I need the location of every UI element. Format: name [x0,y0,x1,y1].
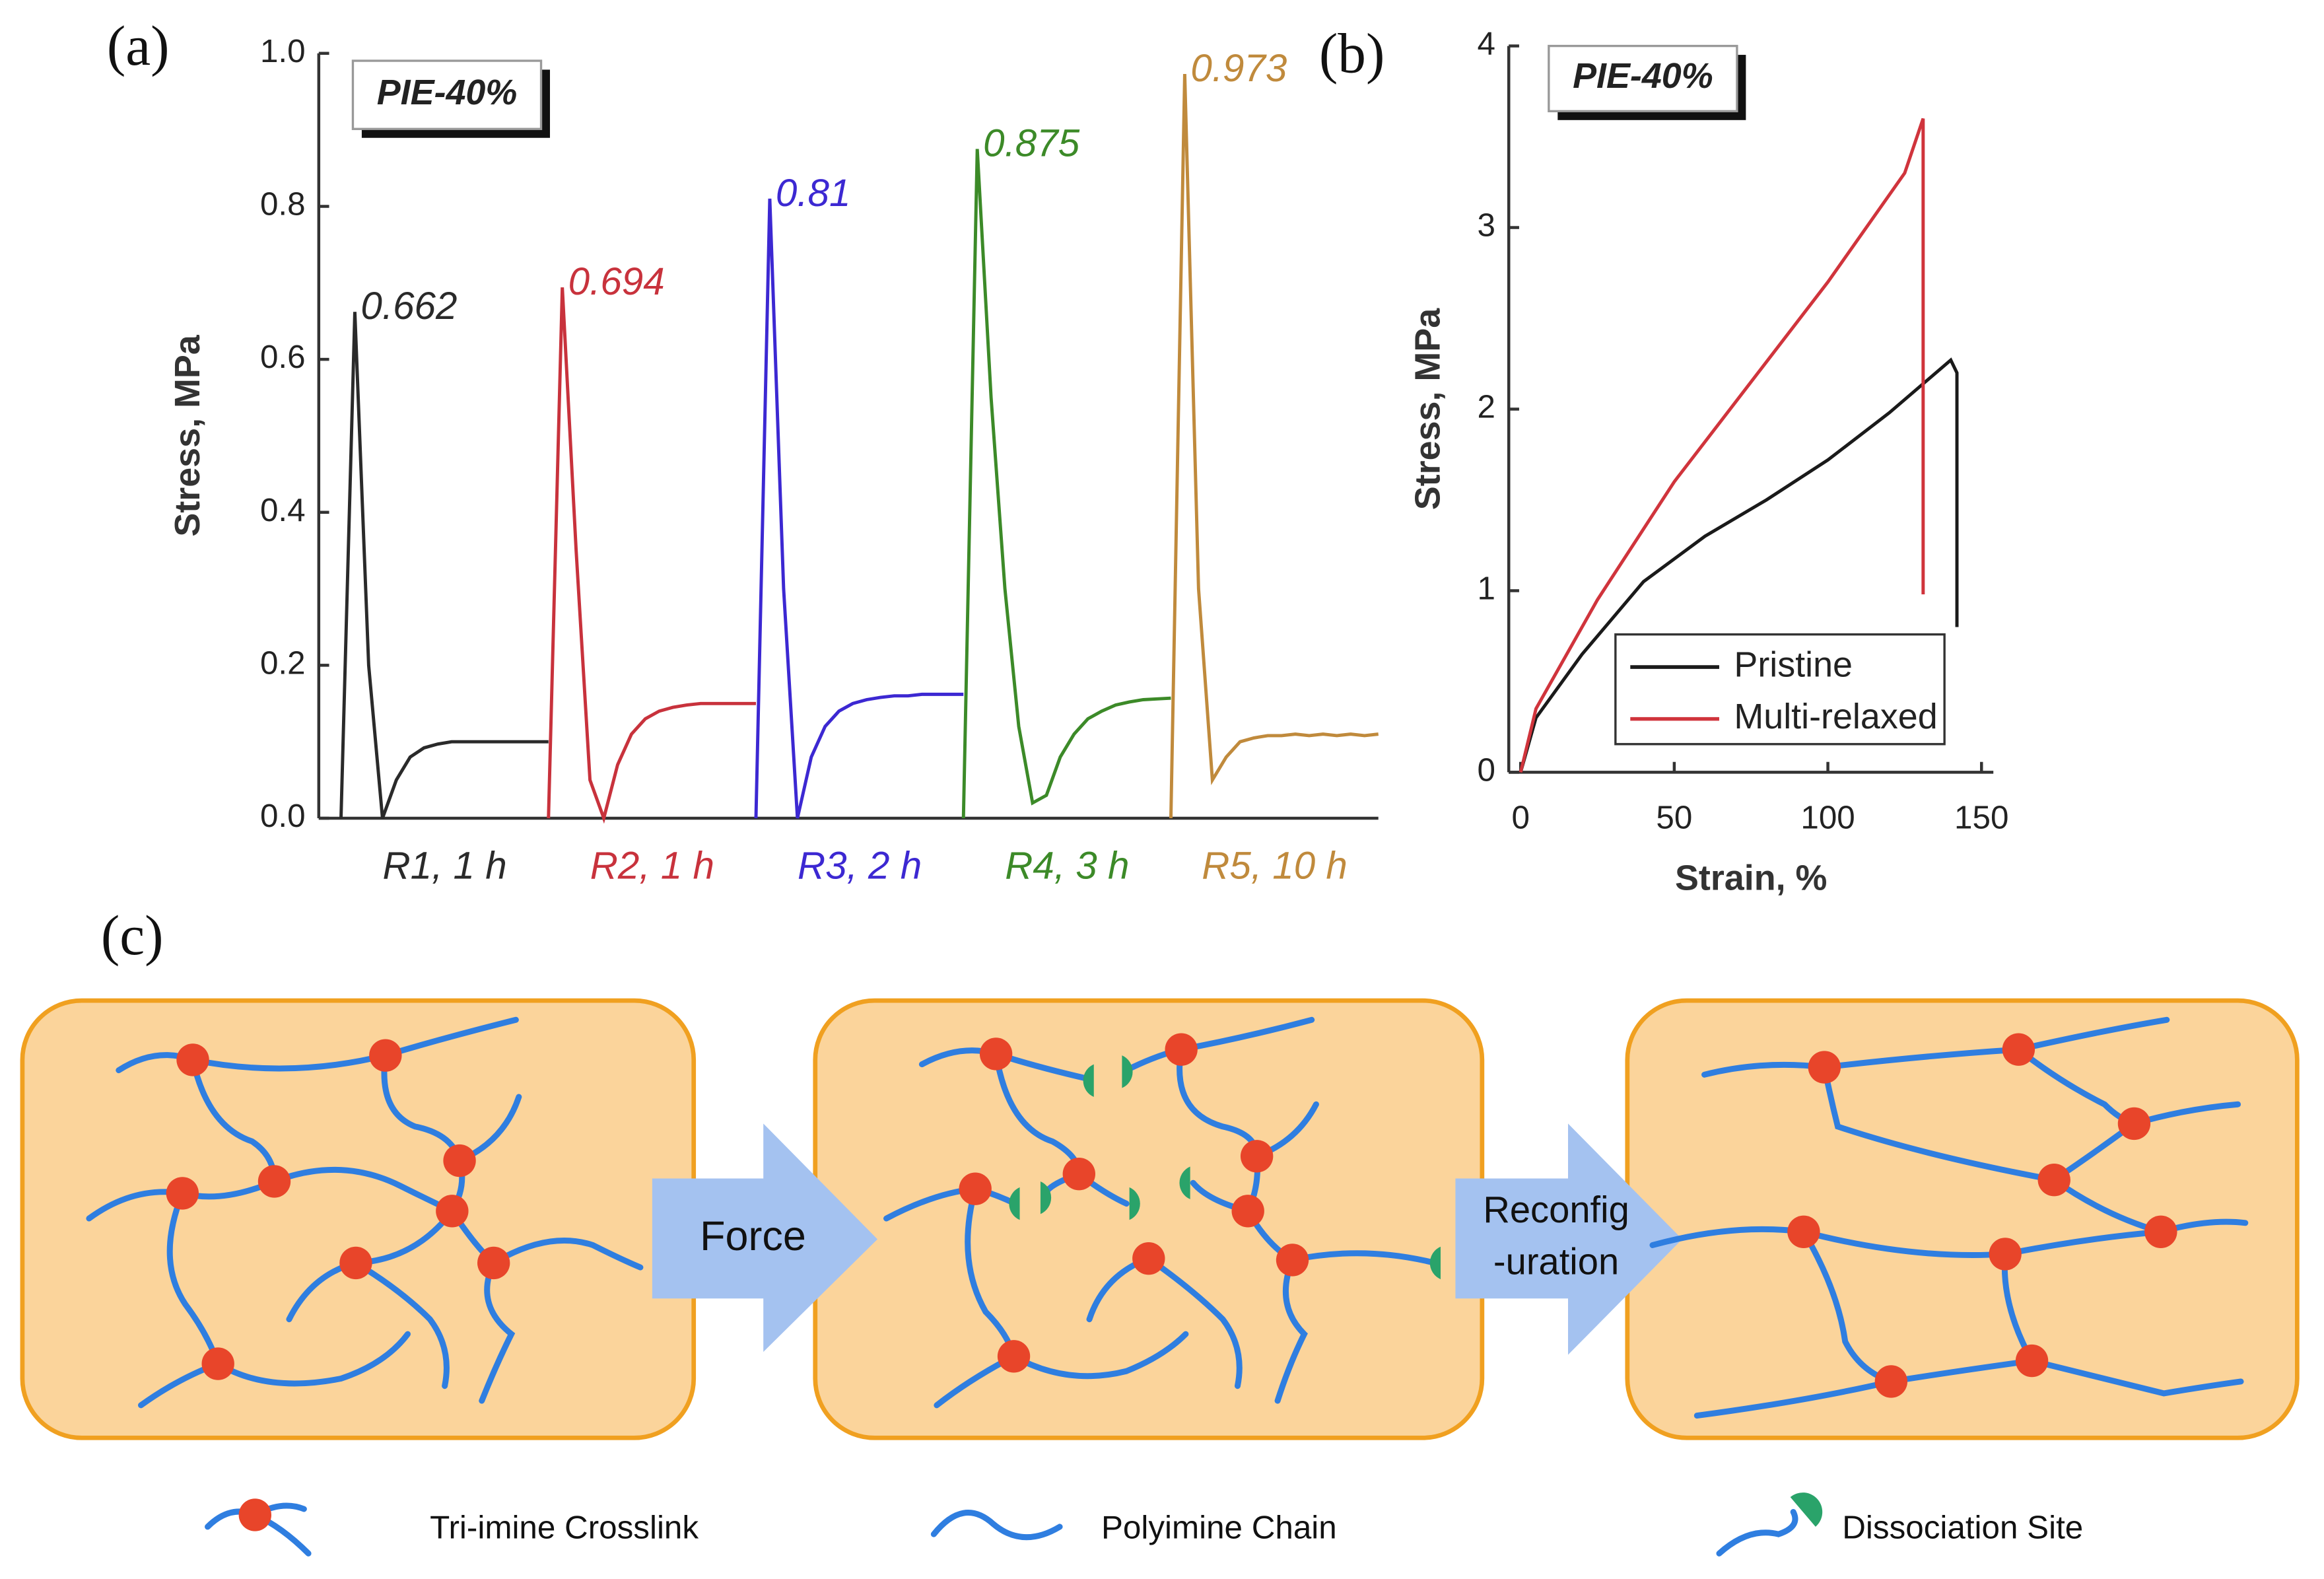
y-tick-label: 0.0 [260,798,306,834]
y-axis-label: Stress, MPa [168,334,207,536]
annotation: PIE-40% [1573,56,1713,96]
segment-label: R4, 3 h [1005,845,1129,888]
panel-label: (c) [101,905,164,967]
x-axis-label: Strain, % [1675,859,1827,898]
annotation-box [351,59,543,130]
x-tick-label: 0 [1511,799,1529,835]
legend-text: Pristine [1734,645,1853,684]
network-2 [883,1016,1441,1409]
x-tick-label: 150 [1954,799,2008,835]
legend-text: Tri-imine Crosslink [430,1509,699,1545]
y-tick-label: 4 [1478,26,1495,62]
y-tick-label: 0.8 [260,186,306,222]
y-tick-label: 0 [1478,752,1495,788]
legend-text: Dissociation Site [1842,1509,2083,1545]
arrow [652,1123,878,1352]
series-line [1169,74,1379,819]
annotation-box [1548,44,1738,113]
x-tick-label: 50 [1656,799,1692,835]
network-3 [1649,1016,2249,1419]
legend-box [1614,633,1946,746]
annotation: PIE-40% [377,73,518,112]
series-line [961,149,1171,819]
segment-label: R5, 10 h [1202,845,1348,888]
segment-label: R3, 2 h [798,845,922,888]
panel-label: (b) [1319,22,1384,85]
segment-label: R1, 1 h [383,845,507,888]
y-tick-label: 2 [1478,389,1495,425]
peak-label: 0.973 [1190,47,1287,90]
arrow-label: Force [700,1213,806,1259]
series-line [547,287,756,824]
peak-label: 0.81 [776,172,851,215]
arrow-label: -uration [1493,1240,1619,1282]
y-tick-label: 0.4 [260,492,306,528]
y-tick-label: 0.6 [260,339,306,375]
network-box [813,998,1485,1440]
arrow [1455,1123,1682,1355]
x-tick-label: 100 [1800,799,1855,835]
series-line [754,198,964,819]
y-tick-label: 3 [1478,207,1495,244]
peak-label: 0.694 [568,260,665,303]
peak-label: 0.875 [983,122,1080,164]
legend-text: Multi-relaxed [1734,697,1937,736]
legend-text: Polyimine Chain [1101,1509,1337,1545]
series-line [339,312,549,819]
series-line [1519,357,1959,773]
y-tick-label: 1.0 [260,33,306,69]
arrow-label: Reconfig [1483,1189,1629,1230]
peak-label: 0.662 [360,285,457,328]
y-tick-label: 0.2 [260,645,306,681]
diagram-legend: Tri-imine Crosslink Polyimine Chain Diss… [204,1492,2083,1557]
network-1 [86,1016,644,1409]
series-line [1519,118,1925,773]
panel-label: (a) [107,15,170,77]
y-tick-label: 1 [1478,571,1495,607]
segment-label: R2, 1 h [590,845,714,888]
y-axis-label: Stress, MPa [1408,308,1448,510]
